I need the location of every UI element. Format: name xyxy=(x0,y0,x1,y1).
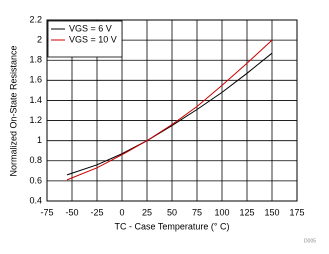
x-tick-label: -25 xyxy=(90,207,103,217)
y-tick-label: 1.2 xyxy=(29,115,42,125)
x-tick-label: 0 xyxy=(119,207,124,217)
y-tick-label: 2.2 xyxy=(29,14,42,24)
legend-box xyxy=(47,20,123,58)
x-axis-label: TC - Case Temperature (° C) xyxy=(115,221,230,231)
x-tick-label: -50 xyxy=(65,207,78,217)
data-line xyxy=(66,52,273,176)
plot-border xyxy=(46,19,298,202)
y-tick-label: 0.4 xyxy=(29,195,42,205)
x-tick-label: 50 xyxy=(167,207,177,217)
x-tick-label: 150 xyxy=(264,207,279,217)
legend-label: VGS = 6 V xyxy=(69,23,112,33)
y-tick-label: 1.6 xyxy=(29,75,42,85)
data-line xyxy=(66,39,273,181)
y-tick-label: 1.4 xyxy=(29,95,42,105)
x-tick-label: 75 xyxy=(192,207,202,217)
x-tick-label: 100 xyxy=(214,207,229,217)
x-tick-label: 25 xyxy=(142,207,152,217)
x-tick-label: 125 xyxy=(239,207,254,217)
y-tick-label: 0.6 xyxy=(29,175,42,185)
y-axis-label: Normalized On-State Resistance xyxy=(8,45,18,176)
x-tick-label: 175 xyxy=(289,207,304,217)
y-tick-label: 0.8 xyxy=(29,155,42,165)
y-tick-label: 1.8 xyxy=(29,55,42,65)
x-tick-label: -75 xyxy=(40,207,53,217)
legend-label: VGS = 10 V xyxy=(69,34,117,44)
figure-id: D005 xyxy=(304,238,316,244)
y-tick-label: 1 xyxy=(37,135,42,145)
y-tick-label: 2 xyxy=(37,34,42,44)
